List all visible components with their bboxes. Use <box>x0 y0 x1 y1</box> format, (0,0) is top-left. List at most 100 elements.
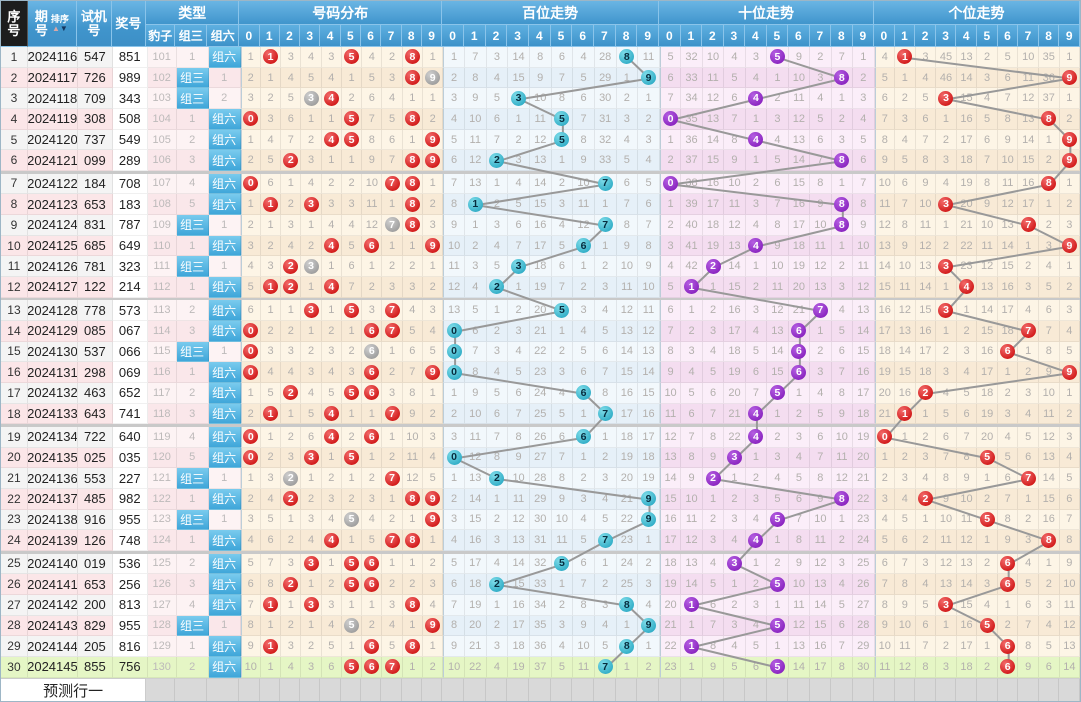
units-cell: 9 <box>915 173 937 195</box>
hundreds-cell: 4 <box>508 341 530 363</box>
dist-cell: 4 <box>341 215 363 236</box>
tens-cell: 22 <box>853 488 875 510</box>
tens-cell: 40 <box>681 215 703 236</box>
hundreds-cell: 16 <box>638 403 660 425</box>
dist-cell: 12 <box>362 215 383 236</box>
dist-cell: 7 <box>240 594 261 616</box>
hundreds-cell: 5 <box>551 403 574 425</box>
tens-cell: 2 <box>767 553 789 575</box>
hundreds-cell: 10 <box>573 636 595 657</box>
table-row: 25 2024140 019 536 125 2 组六 5 7 3 3 1 5 6 1 1 2 5 17 4 14 32 5… <box>1 553 1080 575</box>
dist-cell: 2 <box>362 277 383 298</box>
hundreds-cell: 1 <box>443 47 465 68</box>
units-cell: 4 <box>874 47 896 68</box>
units-cell: 20 <box>977 426 998 448</box>
hundreds-cell: 7 <box>486 129 509 151</box>
units-cell: 1 <box>997 362 1019 383</box>
dist-cell: 6 <box>321 656 342 678</box>
prediction-cell <box>894 677 916 701</box>
tens-cell: 4 <box>745 426 768 448</box>
units-cell: 20 <box>956 194 978 215</box>
dist-cell: 2 <box>382 447 403 469</box>
dist-cell: 5 <box>321 636 342 657</box>
units-cell: 10 <box>895 256 916 278</box>
hundreds-cell: 6 <box>573 362 595 383</box>
units-cell: 1 <box>1018 488 1040 510</box>
dist-cell: 2 <box>240 150 261 172</box>
hundreds-cell: 9 <box>638 256 660 278</box>
row-period: 2024142 <box>27 594 78 616</box>
hundreds-circle: 0 <box>446 323 462 339</box>
units-cell: 11 <box>977 235 998 257</box>
dist-cell: 1 <box>341 468 363 489</box>
hundreds-cell: 20 <box>464 615 487 637</box>
tens-cell: 6 <box>831 615 854 637</box>
hundreds-cell: 1 <box>616 67 639 89</box>
dist-cell: 0 <box>240 426 261 448</box>
row-test: 126 <box>77 530 113 551</box>
dist-cell: 1 <box>260 594 282 616</box>
hundreds-cell: 5 <box>594 636 617 657</box>
row-seq: 8 <box>1 194 28 215</box>
type-leopard-miss: 104 <box>147 109 177 130</box>
tens-cell: 1 <box>767 403 789 425</box>
hundreds-cell: 5 <box>551 300 574 321</box>
hundreds-cell: 14 <box>638 362 660 383</box>
type-leopard-miss: 117 <box>147 383 177 404</box>
type-zu3: 1 <box>176 47 209 68</box>
tens-cell: 6 <box>810 129 832 151</box>
units-cell: 5 <box>874 67 896 89</box>
dist-cell: 2 <box>341 341 363 363</box>
row-test: 709 <box>77 88 113 110</box>
dist-cell: 4 <box>260 129 282 151</box>
dist-cell: 6 <box>402 341 423 363</box>
hundreds-cell: 8 <box>616 636 639 657</box>
hundreds-cell: 5 <box>486 383 509 404</box>
tens-cell: 7 <box>831 47 854 68</box>
tens-cell: 2 <box>745 574 768 595</box>
units-cell: 16 <box>895 383 916 404</box>
hundreds-cell: 11 <box>551 530 574 551</box>
hundreds-cell: 13 <box>464 173 487 195</box>
dist-cell: 3 <box>240 88 261 110</box>
hundreds-cell: 19 <box>508 656 530 678</box>
hundreds-cell: 17 <box>616 403 639 425</box>
tens-cell: 3 <box>831 277 854 298</box>
units-circle: 9 <box>1061 152 1077 168</box>
row-seq: 18 <box>1 403 28 425</box>
group-separator <box>1 424 1080 427</box>
tens-digit-0: 0 <box>659 25 681 47</box>
hundreds-cell: 7 <box>443 594 465 616</box>
units-cell: 14 <box>1059 656 1080 678</box>
tens-cell: 30 <box>853 656 875 678</box>
tens-cell: 4 <box>659 256 682 278</box>
sort-control[interactable]: 排序 ▲ ▼ <box>51 14 69 33</box>
dist-cell: 7 <box>382 403 403 425</box>
tens-cell: 7 <box>831 636 854 657</box>
tens-cell: 5 <box>745 341 768 363</box>
tens-cell: 1 <box>659 129 682 151</box>
units-circle: 3 <box>938 196 954 212</box>
hundreds-cell: 11 <box>638 47 660 68</box>
hundreds-cell: 11 <box>573 194 595 215</box>
hundreds-cell: 1 <box>486 173 509 195</box>
hundreds-circle: 0 <box>446 364 462 380</box>
sort-descending-icon[interactable]: ▼ <box>59 24 68 33</box>
dist-cell: 3 <box>260 468 282 489</box>
dist-cell: 4 <box>301 383 322 404</box>
hundreds-cell: 12 <box>573 215 595 236</box>
hundreds-cell: 6 <box>486 109 509 130</box>
units-cell: 8 <box>874 594 896 616</box>
tens-cell: 4 <box>724 636 746 657</box>
dist-circle: 4 <box>323 532 339 548</box>
units-cell: 12 <box>874 215 896 236</box>
sort-ascending-icon[interactable]: ▲ <box>51 24 60 33</box>
dist-circle: 5 <box>344 449 360 465</box>
tens-cell: 3 <box>702 320 725 342</box>
units-cell: 12 <box>1018 88 1040 110</box>
dist-cell: 2 <box>382 256 403 278</box>
units-cell: 3 <box>936 194 957 215</box>
dist-cell: 0 <box>240 447 261 469</box>
dist-circle: 5 <box>344 385 360 401</box>
hundreds-cell: 2 <box>486 509 509 531</box>
